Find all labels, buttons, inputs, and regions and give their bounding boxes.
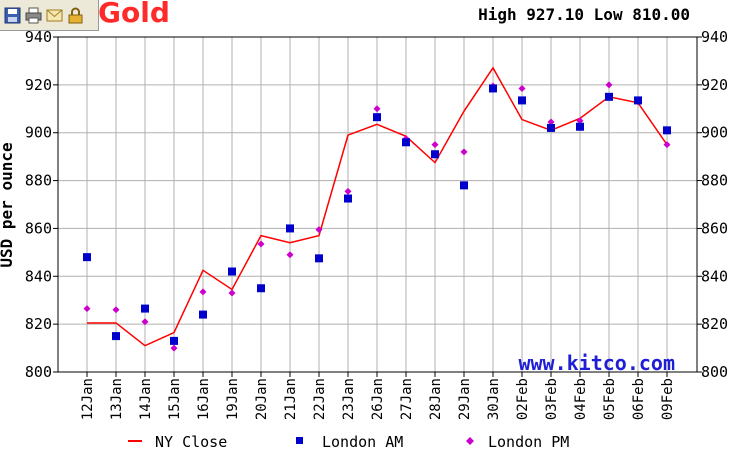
london-am-point xyxy=(518,96,526,105)
x-tick-label: 26Jan xyxy=(370,378,386,420)
london-am-point xyxy=(663,126,671,135)
grid-lines xyxy=(58,37,697,372)
y-tick-label-left: 820 xyxy=(25,315,52,333)
london-pm-point xyxy=(257,240,265,248)
london-pm-point xyxy=(460,148,468,156)
series-london-pm xyxy=(83,81,671,352)
london-am-point xyxy=(344,194,352,203)
london-pm-point xyxy=(286,251,294,259)
london-am-point xyxy=(489,84,497,93)
london-am-point xyxy=(228,267,236,276)
y-tick-label-left: 900 xyxy=(25,124,52,142)
save-icon[interactable] xyxy=(4,7,21,24)
london-pm-point xyxy=(228,289,236,297)
y-tick-label-right: 940 xyxy=(701,28,728,46)
x-tick-label: 02Feb xyxy=(515,378,531,420)
watermark: www.kitco.com xyxy=(518,351,675,375)
london-am-point xyxy=(605,92,613,101)
y-tick-label-right: 800 xyxy=(701,363,728,381)
y-tick-label-right: 820 xyxy=(701,315,728,333)
x-tick-label: 05Feb xyxy=(602,378,618,420)
series-line-ny-close xyxy=(87,66,668,347)
x-tick-label: 22Jan xyxy=(312,378,328,420)
london-pm-point xyxy=(663,141,671,149)
london-pm-point xyxy=(112,306,120,314)
london-pm-point xyxy=(576,117,584,125)
london-am-point xyxy=(257,284,265,293)
legend-label-ny-close: NY Close xyxy=(155,433,227,451)
email-icon[interactable] xyxy=(46,7,63,24)
x-tick-label: 15Jan xyxy=(167,378,183,420)
london-pm-point xyxy=(141,318,149,326)
london-am-point xyxy=(83,253,91,262)
x-tick-label: 27Jan xyxy=(399,378,415,420)
series-london-am xyxy=(83,84,671,345)
london-pm-point xyxy=(605,81,613,89)
x-tick-label: 16Jan xyxy=(196,378,212,420)
x-tick-label: 23Jan xyxy=(341,378,357,420)
london-am-point xyxy=(112,332,120,341)
london-am-point xyxy=(286,224,294,233)
x-tick-label: 20Jan xyxy=(254,378,270,420)
london-am-point xyxy=(634,96,642,105)
lock-icon[interactable] xyxy=(67,7,84,24)
london-am-point xyxy=(547,123,555,132)
legend: NY Close London AM London PM xyxy=(128,433,569,451)
london-pm-point xyxy=(170,344,178,352)
london-am-point xyxy=(373,113,381,122)
london-am-point xyxy=(199,310,207,319)
y-axis-label: USD per ounce xyxy=(0,142,16,267)
x-tick-label: 06Feb xyxy=(631,378,647,420)
london-am-point xyxy=(576,122,584,131)
y-tick-label-left: 800 xyxy=(25,363,52,381)
x-tick-label: 28Jan xyxy=(428,378,444,420)
print-icon[interactable] xyxy=(25,7,42,24)
y-tick-label-left: 940 xyxy=(25,28,52,46)
y-axis-right: 800 820 840 860 880 900 920 940 xyxy=(697,28,728,381)
pdf-toolbar xyxy=(0,0,99,31)
x-tick-label: 09Feb xyxy=(660,378,676,420)
legend-swatch-london-am xyxy=(296,437,303,444)
x-tick-label: 14Jan xyxy=(138,378,154,420)
london-pm-point xyxy=(344,187,352,195)
x-tick-label: 13Jan xyxy=(109,378,125,420)
london-am-point xyxy=(170,336,178,345)
x-tick-label: 21Jan xyxy=(283,378,299,420)
london-pm-point xyxy=(373,105,381,113)
y-tick-label-left: 840 xyxy=(25,267,52,285)
london-pm-point xyxy=(199,288,207,296)
london-am-point xyxy=(315,254,323,263)
x-tick-label: 29Jan xyxy=(457,378,473,420)
high-low-readout: High 927.10 Low 810.00 xyxy=(478,5,690,24)
legend-label-london-am: London AM xyxy=(322,433,403,451)
y-tick-label-right: 860 xyxy=(701,219,728,237)
y-tick-label-right: 920 xyxy=(701,76,728,94)
london-pm-point xyxy=(547,118,555,126)
x-tick-label: 30Jan xyxy=(486,378,502,420)
london-am-point xyxy=(460,181,468,190)
x-tick-label: 03Feb xyxy=(544,378,560,420)
y-tick-label-left: 880 xyxy=(25,172,52,190)
y-tick-label-right: 880 xyxy=(701,172,728,190)
legend-swatch-london-pm xyxy=(466,437,474,445)
london-pm-point xyxy=(83,305,91,313)
x-tick-label: 19Jan xyxy=(225,378,241,420)
london-pm-point xyxy=(315,226,323,234)
y-tick-label-right: 900 xyxy=(701,124,728,142)
x-axis: 12Jan 13Jan 14Jan 15Jan 16Jan 19Jan 20Jan 21Jan… xyxy=(80,372,676,420)
x-tick-label: 12Jan xyxy=(80,378,96,420)
london-am-point xyxy=(141,304,149,313)
y-tick-label-right: 840 xyxy=(701,267,728,285)
y-tick-label-left: 860 xyxy=(25,219,52,237)
x-tick-label: 04Feb xyxy=(573,378,589,420)
y-tick-label-left: 920 xyxy=(25,76,52,94)
london-am-point xyxy=(431,150,439,159)
london-am-point xyxy=(402,138,410,147)
london-pm-point xyxy=(518,84,526,92)
y-axis-left: 800 820 840 860 880 900 920 940 xyxy=(25,28,58,381)
london-pm-point xyxy=(431,141,439,149)
legend-label-london-pm: London PM xyxy=(488,433,569,451)
